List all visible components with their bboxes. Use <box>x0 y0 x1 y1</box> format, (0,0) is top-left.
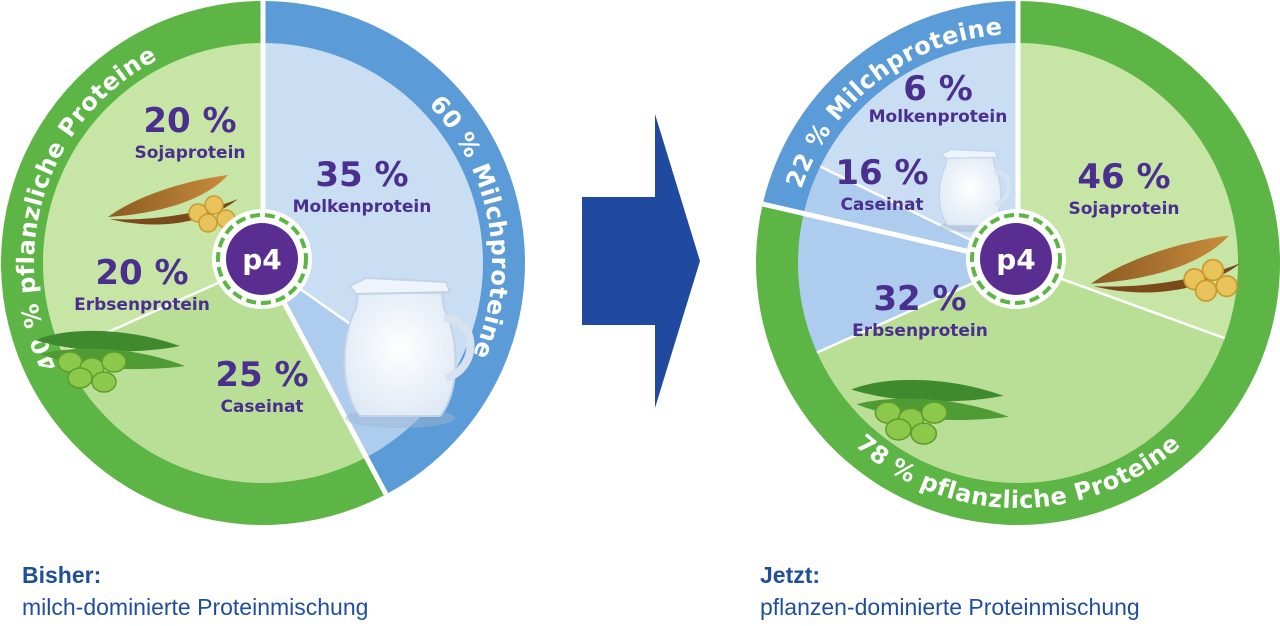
slice-name-label: Sojaprotein <box>1068 199 1179 219</box>
arrow-shape <box>582 114 700 408</box>
slice-name-label: Caseinat <box>840 195 923 215</box>
caption-title-now: Jetzt: <box>760 562 821 588</box>
logo-label: p4 <box>996 243 1036 276</box>
slice-percent-label: 32 % <box>873 279 966 319</box>
slice-percent-label: 25 % <box>215 355 308 395</box>
p4-logo: p4 <box>966 209 1066 309</box>
milk-jug-icon <box>343 276 475 428</box>
slice-name-label: Erbsenprotein <box>852 321 988 341</box>
slice-percent-label: 6 % <box>903 69 973 109</box>
slice-name-label: Molkenprotein <box>293 197 432 217</box>
caption-subtitle-before: milch-dominierte Proteinmischung <box>22 594 369 620</box>
caption-title-before: Bisher: <box>22 562 102 588</box>
slice-percent-label: 16 % <box>835 153 928 193</box>
soybean-icon <box>1091 235 1241 302</box>
edamame-icon <box>851 379 1009 445</box>
slice-name-label: Molkenprotein <box>869 107 1008 127</box>
slice-name-label: Sojaprotein <box>134 143 245 163</box>
caption-subtitle-now: pflanzen-dominierte Proteinmischung <box>760 594 1140 620</box>
pie-slice <box>798 166 1018 353</box>
slice-name-label: Erbsenprotein <box>74 295 210 315</box>
soybean-icon <box>108 175 238 233</box>
edamame-icon <box>35 330 185 393</box>
slice-name-label: Caseinat <box>220 397 303 417</box>
slice-percent-label: 35 % <box>315 155 408 195</box>
logo-label: p4 <box>242 243 282 276</box>
slice-percent-label: 46 % <box>1077 157 1170 197</box>
milk-jug-icon <box>938 148 1011 232</box>
p4-logo: p4 <box>212 209 312 309</box>
slice-percent-label: 20 % <box>95 253 188 293</box>
transition-arrow <box>582 114 700 408</box>
slice-percent-label: 20 % <box>143 101 236 141</box>
